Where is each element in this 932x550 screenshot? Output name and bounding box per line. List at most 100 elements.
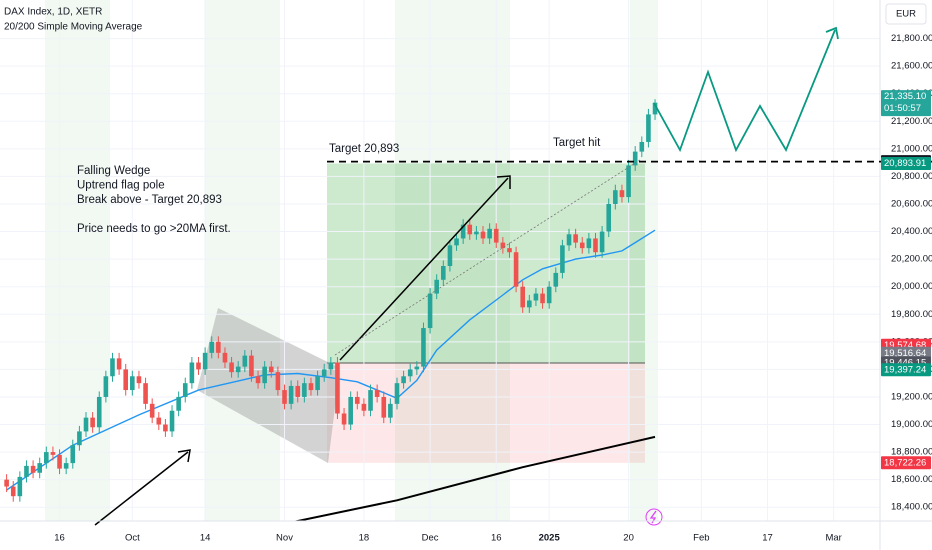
- candle-body: [639, 141, 645, 152]
- candle-body: [394, 383, 400, 404]
- candle-body: [328, 362, 334, 370]
- y-tick-label: 20,400.00: [891, 226, 932, 237]
- x-tick-label: Nov: [276, 533, 293, 544]
- arrow: [339, 177, 509, 361]
- target-label: Target 20,893: [329, 143, 399, 155]
- currency-box[interactable]: [885, 3, 927, 25]
- projection-head: [825, 26, 839, 40]
- y-tick-label: 21,800.00: [891, 33, 932, 44]
- candle-body: [348, 396, 353, 425]
- x-tick-label: Oct: [125, 533, 140, 544]
- candle-body: [189, 362, 195, 384]
- y-tick-label: 20,200.00: [891, 254, 932, 265]
- candle-body: [110, 358, 115, 377]
- candle-body: [44, 452, 49, 464]
- x-tick-label: Mar: [825, 533, 841, 544]
- candle-body: [169, 410, 175, 432]
- price-label: 18,722.26: [884, 457, 926, 468]
- candle-body: [163, 424, 168, 432]
- candle-body: [646, 114, 651, 142]
- candle-body: [553, 272, 559, 287]
- candle-body: [474, 231, 479, 235]
- candle-body: [460, 224, 466, 239]
- candle-body: [335, 362, 340, 414]
- price-label: 19,446.15: [884, 358, 926, 369]
- candle-body: [50, 452, 56, 455]
- y-tick-label: 18,600.00: [891, 474, 932, 485]
- drawings: [94, 26, 839, 526]
- y-tick-label: 18,400.00: [891, 502, 932, 513]
- candle-body: [209, 341, 215, 353]
- y-tick-label: 20,800.00: [891, 171, 932, 182]
- candle-body: [533, 293, 539, 301]
- y-tick-label: 18,800.00: [891, 447, 932, 458]
- candle-body: [540, 293, 545, 304]
- candle-body: [632, 151, 638, 166]
- candle-body: [427, 293, 433, 329]
- currency[interactable]: EUR: [896, 9, 916, 20]
- candle-body: [354, 396, 360, 404]
- y-tick-label: 21,600.00: [891, 61, 932, 72]
- candle-body: [626, 165, 631, 198]
- arrow-head: [177, 449, 191, 463]
- candle-body: [103, 376, 109, 397]
- session-bands: [45, 0, 658, 521]
- candle-body: [242, 355, 248, 367]
- stop-zone: [327, 363, 645, 463]
- price-label: 20,893.91: [884, 158, 926, 169]
- y-tick-label: 19,000.00: [891, 419, 932, 430]
- candle-body: [374, 390, 380, 397]
- candle-body: [282, 390, 287, 404]
- candle-body: [57, 454, 62, 469]
- candle-body: [368, 390, 373, 411]
- x-tick-label: 16: [491, 533, 502, 544]
- title: DAX Index, 1D, XETR: [4, 7, 102, 18]
- candle-body: [216, 341, 221, 353]
- candle-body: [401, 376, 406, 384]
- x-tick-label: 2025: [539, 533, 561, 544]
- candle-body: [96, 396, 102, 428]
- y-tick-label: 19,200.00: [891, 391, 932, 402]
- band: [630, 0, 658, 521]
- candle-body: [123, 369, 129, 391]
- trend-dotted: [334, 159, 641, 356]
- candle-body: [513, 252, 519, 287]
- note-line: Uptrend flag pole: [77, 180, 165, 192]
- candle-body: [381, 396, 387, 418]
- projection: [653, 29, 836, 153]
- candle-body: [566, 234, 572, 246]
- candle-body: [302, 383, 307, 397]
- candle-body: [222, 352, 228, 363]
- target-zone: [327, 163, 645, 364]
- candle-body: [275, 372, 281, 391]
- x-tick-label: 18: [359, 533, 370, 544]
- candle-body: [70, 445, 76, 464]
- candle-body: [262, 366, 267, 384]
- candle-body: [63, 463, 69, 469]
- y-tick-label: 19,800.00: [891, 309, 932, 320]
- x-tick-label: 16: [54, 533, 65, 544]
- candle-body: [593, 238, 598, 253]
- candle-body: [149, 403, 155, 418]
- candle-body: [454, 238, 459, 246]
- candle-body: [407, 369, 413, 377]
- candle-body: [560, 245, 565, 273]
- y-tick-label: 21,200.00: [891, 116, 932, 127]
- event-icon: [645, 508, 663, 526]
- y-tick-label: 21,000.00: [891, 143, 932, 154]
- moving-average: [6, 229, 656, 491]
- candle-body: [613, 190, 618, 204]
- band: [205, 0, 280, 521]
- subtitle: 20/200 Simple Moving Average: [4, 22, 143, 33]
- moving-average: [292, 435, 656, 521]
- x-tick-label: Dec: [422, 533, 439, 544]
- candle-body: [606, 203, 612, 232]
- candle-body: [579, 242, 585, 249]
- candle-body: [288, 385, 294, 404]
- candle-body: [434, 279, 439, 294]
- price-label-box: [881, 90, 931, 117]
- candle-body: [235, 366, 241, 373]
- candle-body: [229, 362, 234, 373]
- candle-body: [507, 248, 512, 253]
- price-label: 21,335.10: [884, 91, 926, 102]
